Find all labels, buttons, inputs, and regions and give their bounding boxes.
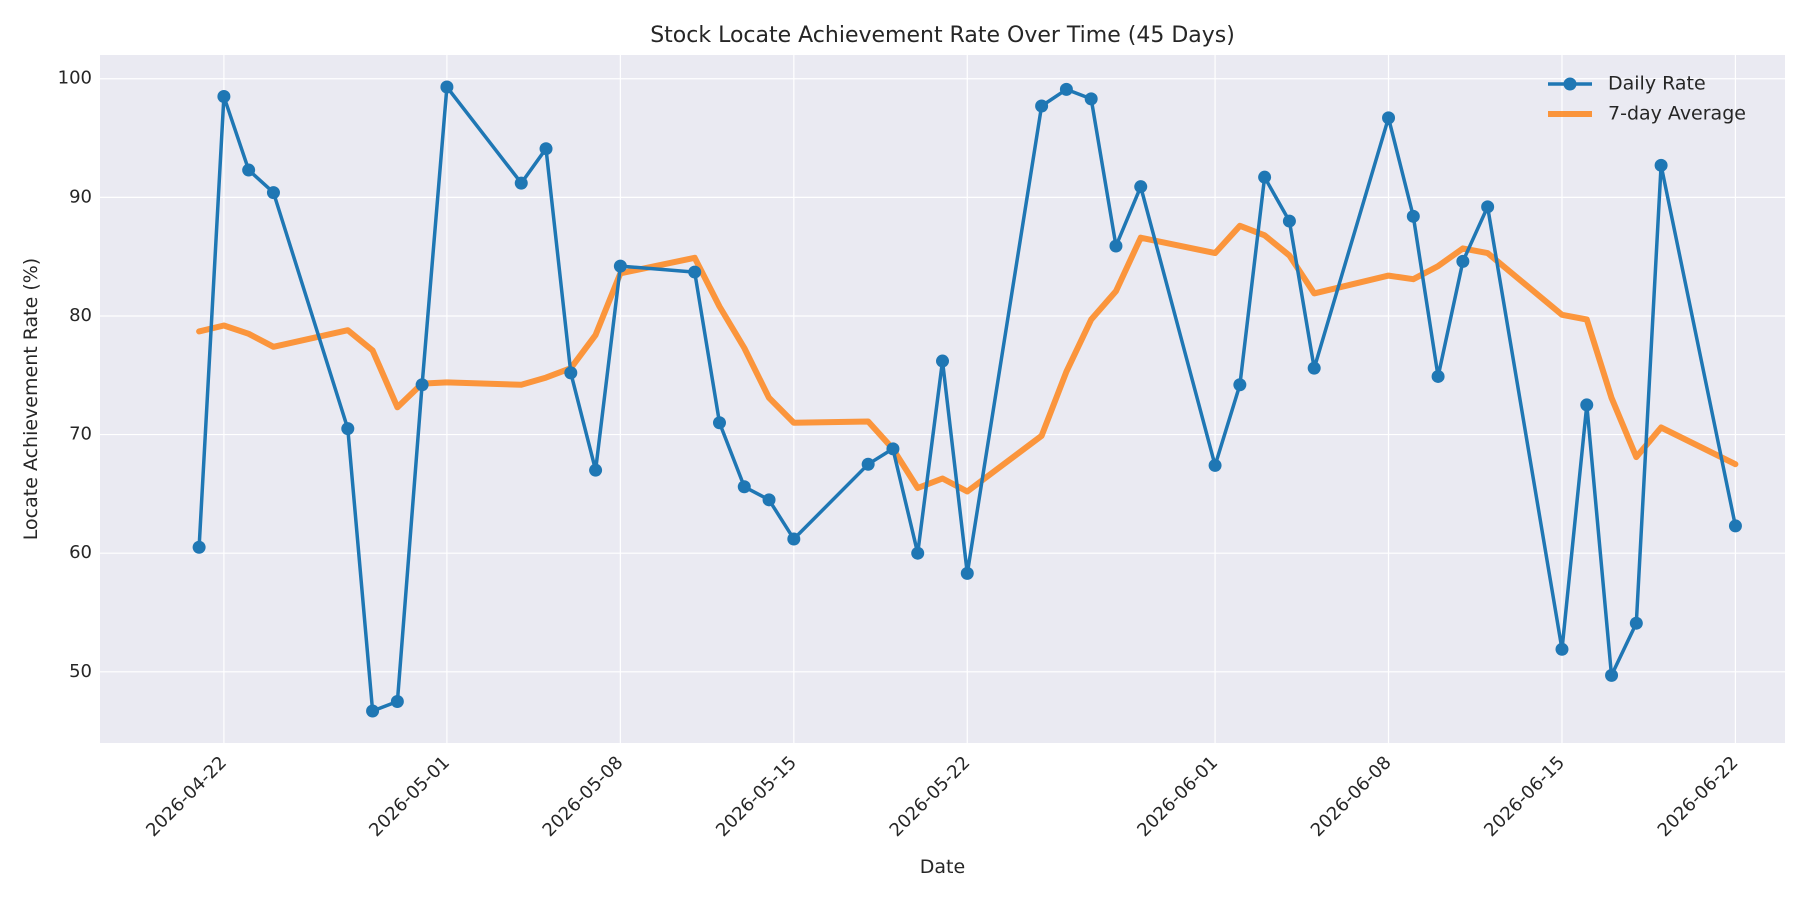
daily-rate-point — [564, 366, 578, 380]
legend-label: Daily Rate — [1608, 73, 1706, 95]
daily-rate-point — [911, 546, 925, 560]
daily-rate-point — [1629, 616, 1643, 630]
legend-daily-rate-marker — [1563, 77, 1577, 91]
daily-rate-point — [1134, 180, 1148, 194]
daily-rate-point — [1555, 642, 1569, 656]
daily-rate-point — [1258, 170, 1272, 184]
daily-rate-point — [1307, 361, 1321, 375]
y-tick-label: 60 — [69, 542, 92, 563]
daily-rate-point — [366, 704, 380, 718]
daily-rate-point — [1431, 369, 1445, 383]
daily-rate-point — [242, 163, 256, 177]
gridlines — [100, 55, 1785, 743]
daily-rate-point — [440, 80, 454, 94]
daily-rate-point — [737, 480, 751, 494]
daily-rate-point — [1481, 200, 1495, 214]
daily-rate-point — [1580, 398, 1594, 412]
x-axis-label: Date — [920, 856, 965, 878]
daily-rate-point — [936, 354, 949, 368]
y-tick-label: 80 — [69, 305, 92, 326]
daily-rate-point — [192, 540, 206, 554]
daily-rate-point — [1282, 214, 1296, 228]
series-layer — [192, 80, 1742, 718]
daily-rate-point — [1109, 239, 1123, 253]
daily-rate-point — [589, 463, 603, 477]
daily-rate-point — [539, 142, 553, 156]
daily-rate-point — [390, 694, 404, 708]
y-tick-label: 50 — [69, 661, 92, 682]
y-tick-labels: 50 60 70 80 90 100 — [58, 68, 92, 682]
legend: Daily Rate 7-day Average — [1548, 73, 1746, 125]
chart-title: Stock Locate Achievement Rate Over Time … — [650, 23, 1235, 48]
daily-rate-point — [861, 457, 875, 471]
daily-rate-point — [712, 416, 726, 430]
legend-label: 7-day Average — [1608, 103, 1746, 125]
daily-rate-point — [787, 532, 801, 546]
daily-rate-point — [514, 176, 528, 190]
y-axis-label: Locate Achievement Rate (%) — [20, 258, 42, 540]
daily-rate-point — [217, 90, 231, 104]
daily-rate-point — [1605, 668, 1619, 682]
daily-rate-point — [1456, 254, 1470, 268]
daily-rate-point — [762, 493, 776, 507]
daily-rate-point — [266, 186, 280, 200]
daily-rate-point — [1208, 458, 1222, 472]
daily-rate-point — [1406, 209, 1420, 223]
daily-rate-point — [1654, 158, 1668, 172]
daily-rate-point — [1728, 519, 1742, 533]
daily-rate-point — [415, 378, 429, 392]
daily-rate-point — [960, 566, 974, 580]
daily-rate-point — [688, 265, 702, 279]
daily-rate-point — [886, 442, 900, 456]
daily-rate-point — [1059, 82, 1073, 96]
daily-rate-point — [613, 259, 627, 273]
daily-rate-point — [1233, 378, 1247, 392]
y-tick-label: 70 — [69, 424, 92, 445]
seven-day-average-line — [196, 222, 1739, 495]
y-tick-label: 90 — [69, 186, 92, 207]
daily-rate-point — [1035, 99, 1049, 113]
daily-rate-point — [1382, 111, 1396, 125]
daily-rate-point — [1084, 92, 1098, 106]
y-tick-label: 100 — [58, 68, 92, 89]
plot-area — [100, 55, 1785, 743]
daily-rate-point — [341, 422, 355, 436]
